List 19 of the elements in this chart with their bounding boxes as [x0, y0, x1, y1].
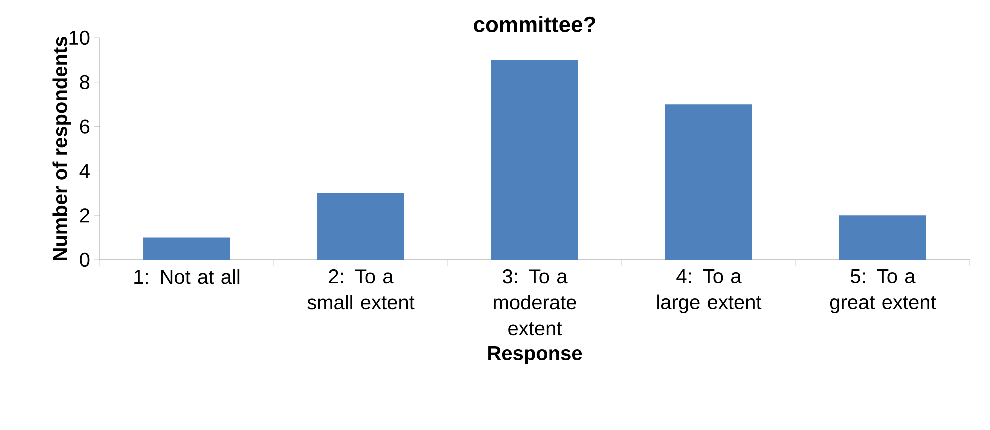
bar: [318, 193, 405, 260]
x-axis-title: Response: [488, 346, 582, 364]
x-tick-label: 5: To a great extent: [830, 270, 936, 314]
y-tick-label: 10: [70, 30, 90, 46]
y-tick-label: 4: [80, 164, 90, 178]
y-tick-label: 2: [80, 208, 90, 223]
x-tick-label: 2: To a small extent: [308, 270, 415, 310]
bar: [666, 104, 752, 260]
x-tick-label: 1: Not at all: [134, 270, 240, 284]
x-tick-label: 4: To a large extent: [658, 270, 762, 314]
y-tick-label: 0: [80, 252, 90, 268]
y-tick-label: 8: [80, 75, 90, 90]
bar: [144, 238, 231, 260]
y-axis-title: Number of respondents: [52, 37, 72, 260]
bar: [492, 60, 579, 260]
chart-title: committee?: [474, 16, 596, 32]
x-tick-label: 3: To a moderate extent: [494, 270, 576, 336]
bar: [840, 216, 926, 260]
y-tick-label: 6: [80, 120, 90, 134]
